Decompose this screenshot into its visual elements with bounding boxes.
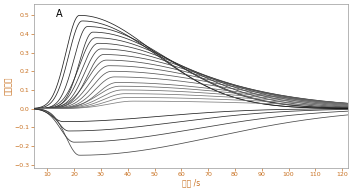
Y-axis label: 信号强度: 信号强度 [4, 77, 13, 95]
Text: A: A [56, 9, 62, 19]
X-axis label: 时间 /s: 时间 /s [181, 179, 200, 188]
